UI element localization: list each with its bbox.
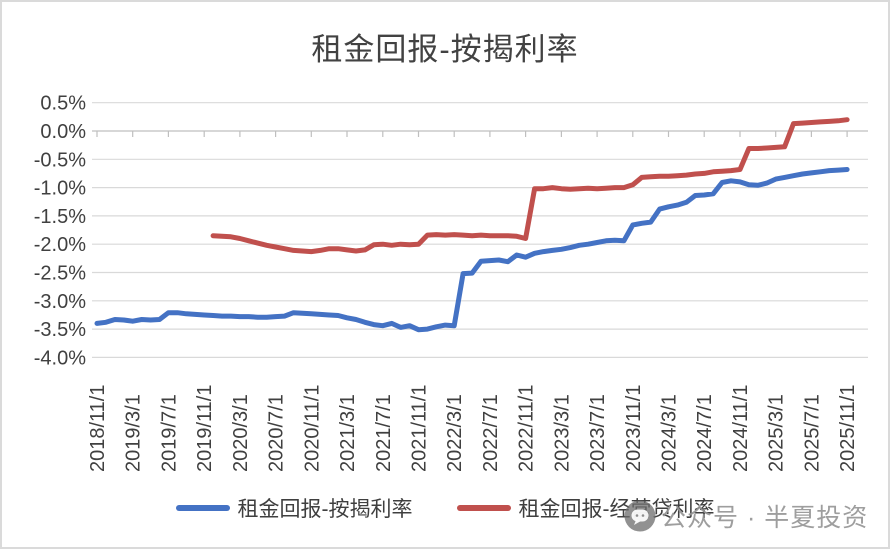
x-axis-tick-label: 2019/3/1: [123, 394, 145, 472]
chart-legend: 租金回报-按揭利率 租金回报-经营贷利率: [2, 493, 888, 523]
x-axis-tick-label: 2019/7/1: [158, 394, 180, 472]
chart-title: 租金回报-按揭利率: [311, 32, 579, 67]
x-axis-tick-label: 2019/11/1: [194, 385, 216, 473]
y-axis-tick-label: -4.0%: [34, 347, 86, 369]
y-axis-tick-label: -3.5%: [34, 319, 86, 341]
legend-label-business-loan-rate: 租金回报-经营贷利率: [518, 498, 715, 521]
y-axis-tick-label: -0.5%: [34, 149, 86, 171]
legend-swatch-red-line: [456, 505, 511, 511]
legend-item-mortgage-rate[interactable]: 租金回报-按揭利率: [175, 493, 413, 523]
legend-swatch-blue-line: [175, 505, 230, 511]
x-axis-tick-label: 2023/7/1: [587, 394, 609, 472]
x-axis-tick-label: 2022/3/1: [444, 394, 466, 472]
legend-item-business-loan-rate[interactable]: 租金回报-经营贷利率: [456, 493, 715, 523]
series-line-0[interactable]: [94, 167, 850, 333]
x-axis-tick-label: 2023/11/1: [623, 385, 645, 473]
y-axis-tick-label: -2.0%: [34, 234, 86, 256]
x-axis-tick-label: 2023/3/1: [551, 394, 573, 472]
y-axis-tick-label: 0.0%: [40, 121, 86, 143]
y-axis-tick-label: -3.0%: [34, 291, 86, 313]
x-axis-tick-label: 2020/11/1: [301, 385, 323, 473]
x-axis-tick-label: 2024/11/1: [730, 385, 752, 473]
y-axis-tick-label: 0.5%: [40, 93, 86, 115]
x-axis-tick-label: 2021/3/1: [337, 394, 359, 472]
x-axis-tick-label: 2022/7/1: [480, 394, 502, 472]
x-axis-tick-label: 2024/7/1: [694, 394, 716, 472]
x-axis-tick-label: 2025/11/1: [837, 385, 859, 473]
x-axis-tick-label: 2020/3/1: [230, 394, 252, 472]
x-axis-tick-label: 2025/3/1: [766, 394, 788, 472]
x-axis-tick-label: 2024/3/1: [659, 394, 681, 472]
watermark: 公众号 · 半夏投资: [624, 498, 868, 534]
y-axis-tick-label: -2.5%: [34, 263, 86, 285]
x-axis-tick-label: 2021/11/1: [409, 385, 431, 473]
watermark-text: 公众号 · 半夏投资: [661, 504, 869, 532]
legend-label-mortgage-rate: 租金回报-按揭利率: [237, 498, 413, 521]
y-axis-tick-label: -1.5%: [34, 206, 86, 228]
x-axis-tick-label: 2021/7/1: [373, 394, 395, 472]
x-axis-tick-label: 2025/7/1: [801, 394, 823, 472]
x-axis-tick-label: 2018/11/1: [87, 385, 109, 473]
wechat-icon: [624, 500, 656, 532]
x-axis-tick-label: 2020/7/1: [266, 394, 288, 472]
y-axis-tick-label: -1.0%: [34, 178, 86, 200]
series-line-1[interactable]: [210, 117, 850, 255]
x-axis-tick-label: 2022/11/1: [516, 385, 538, 473]
